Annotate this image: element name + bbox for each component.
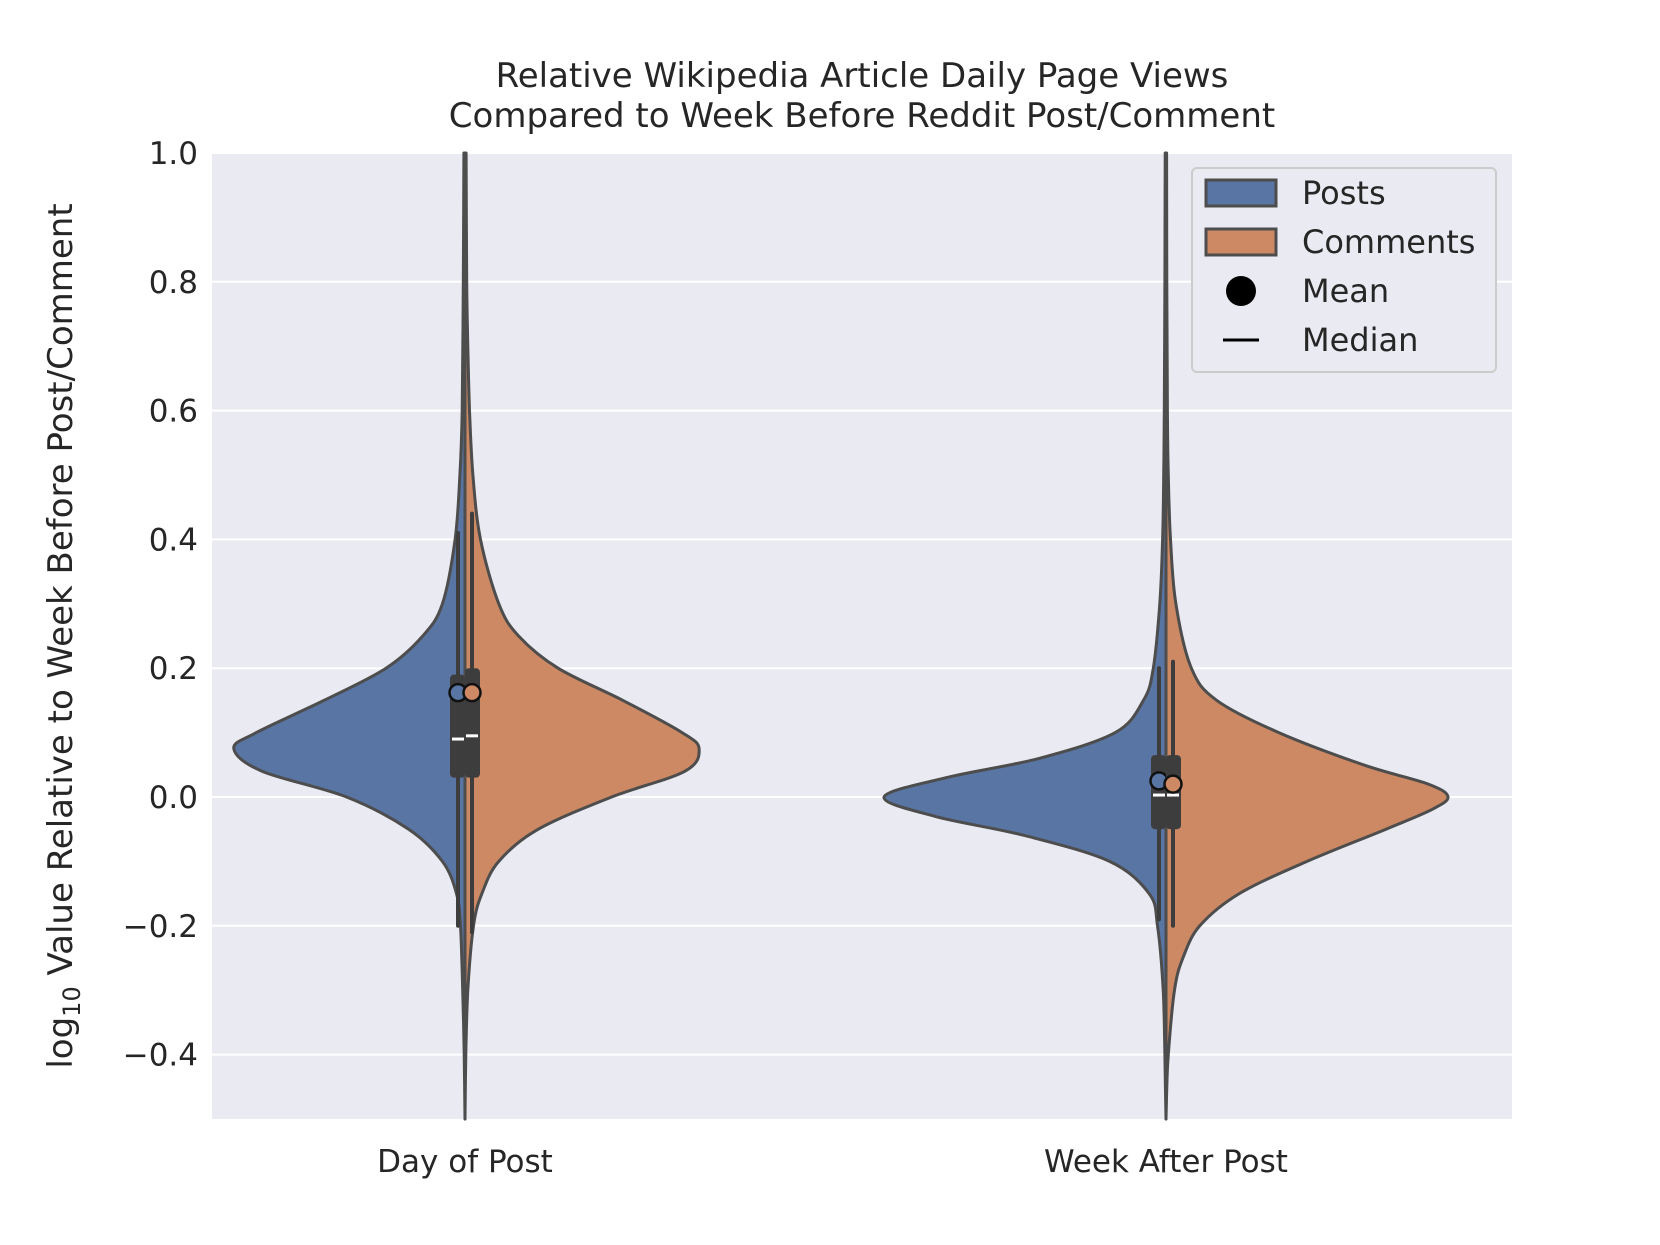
legend-item-posts: Posts bbox=[1204, 174, 1386, 212]
y-tick-label: 0.4 bbox=[149, 522, 198, 558]
x-tick-labels: Day of Post Week After Post bbox=[377, 1144, 1288, 1180]
box-plots bbox=[448, 511, 1183, 935]
violin-comments-week-after-post bbox=[1164, 151, 1450, 1121]
legend-item-mean: Mean bbox=[1226, 272, 1389, 310]
legend: Posts Comments Mean Median bbox=[1191, 167, 1497, 373]
violins bbox=[232, 151, 1450, 1121]
legend-label-comments: Comments bbox=[1302, 223, 1475, 261]
legend-item-comments: Comments bbox=[1204, 223, 1475, 261]
legend-label-posts: Posts bbox=[1302, 174, 1386, 212]
legend-frame bbox=[1191, 167, 1497, 373]
y-axis-label-text: Value Relative to Week Before Post/Comme… bbox=[41, 203, 81, 986]
legend-dot-mean bbox=[1226, 276, 1256, 306]
legend-label-mean: Mean bbox=[1302, 272, 1389, 310]
y-tick-label: 0.6 bbox=[149, 394, 198, 430]
y-axis-label: log10 Value Relative to Week Before Post… bbox=[41, 203, 86, 1068]
legend-label-median: Median bbox=[1302, 321, 1418, 359]
legend-swatch-comments bbox=[1204, 227, 1278, 257]
chart-title-line-2: Compared to Week Before Reddit Post/Comm… bbox=[449, 96, 1275, 136]
chart-title-line-1: Relative Wikipedia Article Daily Page Vi… bbox=[496, 56, 1229, 96]
y-axis-label-log: log bbox=[41, 1017, 81, 1069]
y-axis-label-subscript: 10 bbox=[58, 986, 86, 1017]
y-tick-labels: −0.4 −0.2 0.0 0.2 0.4 0.6 0.8 1.0 bbox=[123, 136, 198, 1074]
violin-comments-day-of-post bbox=[463, 151, 701, 1121]
y-tick-label: 0.2 bbox=[149, 651, 198, 687]
x-tick-label-day-of-post: Day of Post bbox=[377, 1144, 553, 1180]
legend-item-median: Median bbox=[1223, 321, 1418, 359]
mean-marker-comments-week-after-post bbox=[1163, 774, 1183, 794]
y-tick-label: 0.0 bbox=[149, 780, 198, 816]
y-tick-label: −0.2 bbox=[123, 909, 198, 945]
x-tick-label-week-after-post: Week After Post bbox=[1044, 1144, 1288, 1180]
y-tick-label: −0.4 bbox=[123, 1038, 198, 1074]
y-tick-label: 1.0 bbox=[149, 136, 198, 172]
violin-posts-week-after-post bbox=[882, 151, 1168, 1121]
iqr-box-posts-week-after-post bbox=[1151, 755, 1166, 830]
legend-swatch-posts bbox=[1204, 178, 1278, 208]
violin-posts-day-of-post bbox=[232, 151, 467, 1121]
mean-marker-comments-day-of-post bbox=[462, 682, 482, 703]
y-tick-label: 0.8 bbox=[149, 265, 198, 301]
